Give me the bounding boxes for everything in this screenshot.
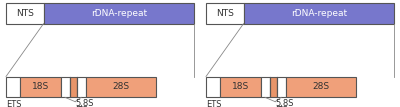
Text: ETS: ETS	[206, 100, 222, 107]
Text: 28S: 28S	[312, 82, 330, 91]
FancyBboxPatch shape	[6, 77, 20, 97]
FancyBboxPatch shape	[86, 77, 156, 97]
FancyBboxPatch shape	[70, 77, 77, 97]
FancyBboxPatch shape	[277, 77, 286, 97]
Text: 28S: 28S	[112, 82, 130, 91]
Text: rDNA-repeat: rDNA-repeat	[91, 9, 147, 18]
FancyBboxPatch shape	[44, 3, 194, 24]
Text: 18S: 18S	[32, 82, 49, 91]
Text: ITS: ITS	[75, 106, 88, 107]
Text: rDNA-repeat: rDNA-repeat	[291, 9, 347, 18]
FancyBboxPatch shape	[286, 77, 356, 97]
FancyBboxPatch shape	[206, 3, 244, 24]
Text: 5,8S: 5,8S	[275, 99, 294, 107]
FancyBboxPatch shape	[6, 3, 44, 24]
FancyBboxPatch shape	[260, 77, 270, 97]
Text: ETS: ETS	[6, 100, 22, 107]
FancyBboxPatch shape	[220, 77, 260, 97]
FancyBboxPatch shape	[20, 77, 60, 97]
Text: 5,8S: 5,8S	[75, 99, 94, 107]
Text: 18S: 18S	[232, 82, 249, 91]
FancyBboxPatch shape	[206, 77, 220, 97]
FancyBboxPatch shape	[60, 77, 70, 97]
Text: ITS: ITS	[275, 106, 288, 107]
FancyBboxPatch shape	[77, 77, 86, 97]
Text: NTS: NTS	[16, 9, 34, 18]
FancyBboxPatch shape	[270, 77, 277, 97]
Text: NTS: NTS	[216, 9, 234, 18]
FancyBboxPatch shape	[244, 3, 394, 24]
